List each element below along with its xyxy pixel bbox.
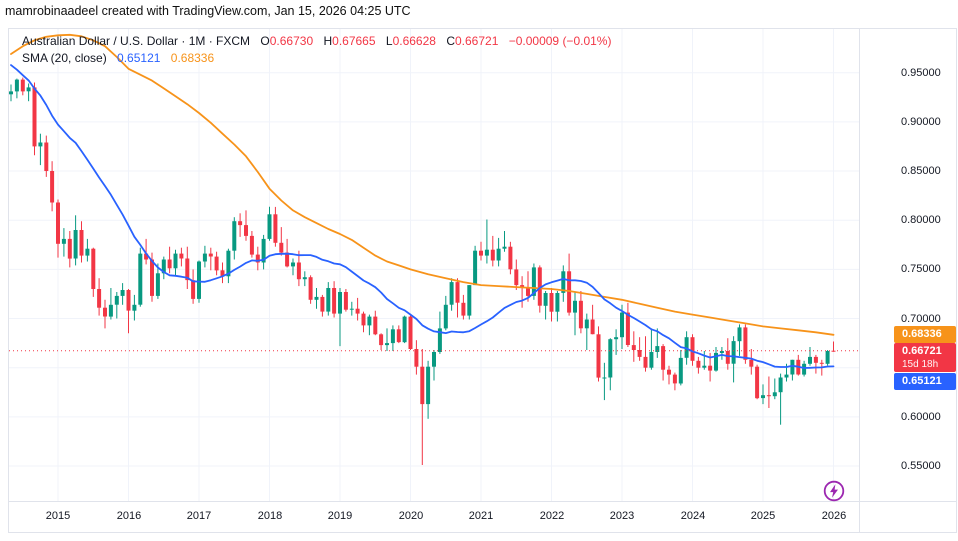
year-label: 2015 [45,510,71,522]
year-label: 2016 [116,510,142,522]
price-axis-separator [859,29,860,532]
price-tick-label: 0.85000 [901,165,941,177]
close-value: 0.66721 [454,34,499,48]
year-label: 2018 [257,510,283,522]
year-label: 2022 [539,510,565,522]
open-value: 0.66730 [269,34,314,48]
lightning-bolt-icon [830,484,838,498]
year-label: 2025 [750,510,776,522]
sma-long-line[interactable] [10,33,835,336]
sma-long-price-badge: 0.68336 [894,326,956,343]
price-pane[interactable] [9,29,859,501]
price-tick-label: 0.90000 [901,116,941,128]
price-tick-label: 0.80000 [901,214,941,226]
bar-countdown: 15d 18h [902,359,939,370]
candlestick-chart[interactable] [9,29,859,501]
price-tick-label: 0.75000 [901,263,941,275]
year-label: 2023 [609,510,635,522]
low-label: L [385,34,393,48]
high-value: 0.67665 [332,34,376,48]
time-axis[interactable]: 2015 2016 2017 2018 2019 2020 2021 2022 2023 2024… [9,502,859,532]
candles[interactable] [9,77,836,465]
symbol-title[interactable]: Australian Dollar / U.S. Dollar [22,34,179,48]
open-label: O [260,34,270,48]
year-label: 2026 [821,510,847,522]
sma-long-value: 0.68336 [170,51,215,65]
price-axis[interactable]: 0.68336 0.66721 15d 18h 0.65121 0.95000 0… [860,29,956,501]
year-label: 2024 [680,510,706,522]
legend: Australian Dollar / U.S. Dollar · 1M · F… [22,33,611,67]
sma20-line[interactable] [10,64,835,369]
flash-icon[interactable] [822,479,846,503]
close-label: C [446,34,455,48]
symbol-meta: · 1M · FXCM [178,34,251,48]
change-value: −0.00009 (−0.01%) [508,34,612,48]
sma20-price-badge: 0.65121 [894,373,956,390]
last-price-badge: 0.66721 15d 18h [894,343,956,372]
price-tick-label: 0.55000 [901,460,941,472]
year-label: 2017 [186,510,212,522]
low-value: 0.66628 [392,34,436,48]
chart-frame: Australian Dollar / U.S. Dollar · 1M · F… [8,28,957,533]
ohlc-readout: O0.66730 H0.67665 L0.66628 C0.66721 −0.0… [253,34,611,48]
price-tick-label: 0.70000 [901,313,941,325]
high-label: H [323,34,333,48]
last-price-value: 0.66721 [902,345,942,357]
price-tick-label: 0.95000 [901,67,941,79]
sma20-value: 0.65121 [117,51,161,65]
year-label: 2020 [398,510,424,522]
time-axis-separator [9,501,956,502]
indicator-title[interactable]: SMA (20, close) [22,51,107,65]
year-label: 2019 [327,510,353,522]
price-tick-label: 0.60000 [901,411,941,423]
year-label: 2021 [468,510,494,522]
attribution-header: mamrobinaadeel created with TradingView.… [5,4,411,18]
